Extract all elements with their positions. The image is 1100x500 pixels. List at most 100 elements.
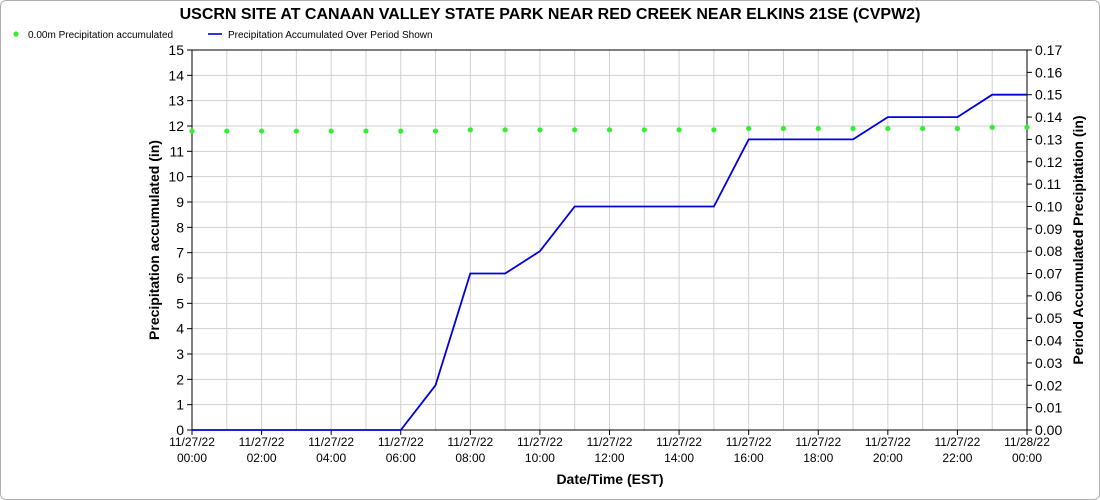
x-tick-label-date: 11/27/22 [795, 435, 841, 449]
y-right-tick-label: 0.06 [1035, 288, 1062, 304]
y-left-tick-label: 13 [168, 93, 184, 109]
y-left-tick-label: 14 [168, 67, 184, 83]
data-point [1024, 124, 1030, 130]
data-point [989, 124, 995, 130]
x-tick-label-time: 00:00 [177, 451, 207, 465]
y-right-tick-label: 0.08 [1035, 243, 1062, 259]
y-left-tick-label: 10 [168, 169, 184, 185]
y-left-tick-label: 5 [176, 295, 184, 311]
x-tick-label-time: 20:00 [873, 451, 903, 465]
y-right-tick-label: 0.09 [1035, 221, 1062, 237]
legend: 0.00m Precipitation accumulated Precipit… [13, 30, 433, 41]
series-period-line [192, 93, 1027, 431]
x-tick-label-time: 08:00 [455, 451, 485, 465]
x-tick-label-time: 14:00 [664, 451, 694, 465]
y-right-tick-label: 0.12 [1035, 154, 1062, 170]
y-axis-right-label: Period Accumulated Precipitation (in) [1070, 115, 1086, 364]
data-point [850, 125, 856, 132]
data-point [780, 125, 787, 132]
data-point [398, 128, 404, 134]
y-left-tick-label: 9 [176, 194, 184, 210]
y-left-tick-label: 7 [176, 245, 184, 261]
x-tick-label-date: 11/27/22 [239, 435, 285, 449]
y-left-tick-label: 3 [176, 346, 184, 362]
data-point [189, 128, 195, 134]
series-precip-accumulated [189, 124, 1030, 134]
x-tick-label-date: 11/28/22 [1004, 435, 1050, 449]
x-tick-label-time: 22:00 [942, 451, 972, 465]
data-point [572, 127, 578, 133]
y-right-tick-label: 0.11 [1035, 176, 1061, 192]
y-left-tick-label: 4 [176, 321, 184, 337]
y-right-tick-label: 0.03 [1035, 355, 1062, 371]
x-tick-label-date: 11/27/22 [865, 435, 911, 449]
data-point [815, 125, 821, 132]
data-point [676, 127, 682, 133]
y-left-tick-label: 11 [169, 143, 184, 159]
y-right-tick-label: 0.07 [1035, 266, 1062, 282]
data-point [885, 125, 891, 132]
x-tick-label-date: 11/27/22 [447, 435, 493, 449]
series-period-accumulated [192, 93, 1027, 431]
x-tick-label-date: 11/27/22 [169, 435, 215, 449]
y-left-tick-label: 15 [168, 42, 184, 58]
x-axis-label: Date/Time (EST) [556, 471, 663, 487]
y-left-tick-label: 8 [176, 219, 184, 235]
x-tick-label-date: 11/27/22 [308, 435, 354, 449]
y-right-tick-label: 0.05 [1035, 310, 1062, 326]
data-point [432, 128, 439, 134]
x-tick-label-time: 00:00 [1012, 451, 1042, 465]
data-point [954, 125, 961, 132]
data-point [920, 125, 926, 132]
y-axis-left-label: Precipitation accumulated (in) [146, 140, 162, 340]
x-tick-label-time: 06:00 [386, 451, 416, 465]
data-point [711, 127, 717, 133]
data-point [363, 128, 369, 134]
chart-title: USCRN SITE AT CANAAN VALLEY STATE PARK N… [180, 6, 921, 23]
legend-label-scatter: 0.00m Precipitation accumulated [28, 30, 173, 41]
y-right-tick-label: 0.01 [1035, 400, 1062, 416]
data-point [502, 127, 508, 133]
x-tick-label-time: 10:00 [525, 451, 555, 465]
x-tick-label-date: 11/27/22 [935, 435, 981, 449]
grid [191, 49, 1028, 431]
data-point [746, 125, 752, 132]
legend-label-line: Precipitation Accumulated Over Period Sh… [228, 30, 433, 41]
y-left-tick-label: 6 [176, 270, 184, 286]
x-axis: 11/27/22 00:00 11/27/22 02:00 11/27/22 04:00 1… [169, 430, 1050, 465]
y-right-tick-label: 0.16 [1035, 64, 1062, 80]
x-tick-label-date: 11/27/22 [587, 435, 633, 449]
data-point [224, 128, 230, 134]
y-left-tick-label: 0 [176, 422, 184, 438]
y-left-tick-label: 2 [176, 371, 184, 387]
legend-marker-scatter [13, 31, 19, 37]
data-point [293, 128, 299, 134]
data-point [537, 127, 543, 133]
x-tick-label-time: 18:00 [803, 451, 833, 465]
y-axis-right: 0.00 0.01 0.02 0.03 0.04 0.05 0.06 0.07 0.08 0.09… [1027, 42, 1062, 438]
data-point [328, 128, 334, 134]
y-right-tick-label: 0.13 [1035, 131, 1062, 147]
data-point [467, 127, 473, 133]
x-tick-label-date: 11/27/22 [726, 435, 772, 449]
x-tick-label-time: 16:00 [734, 451, 764, 465]
y-right-tick-label: 0.10 [1035, 198, 1062, 214]
y-right-tick-label: 0.04 [1035, 333, 1062, 349]
data-point [606, 127, 613, 133]
x-tick-label-time: 04:00 [316, 451, 346, 465]
y-right-tick-label: 0.02 [1035, 377, 1062, 393]
x-tick-label-time: 02:00 [247, 451, 277, 465]
x-tick-label-date: 11/27/22 [656, 435, 702, 449]
y-right-tick-label: 0.17 [1035, 42, 1062, 58]
x-tick-label-date: 11/27/22 [378, 435, 424, 449]
y-left-tick-label: 12 [168, 118, 184, 134]
y-left-tick-label: 1 [176, 397, 184, 413]
x-tick-label-date: 11/27/22 [517, 435, 563, 449]
y-right-tick-label: 0.14 [1035, 109, 1062, 125]
y-right-tick-label: 0.15 [1035, 87, 1062, 103]
x-tick-label-time: 12:00 [594, 451, 624, 465]
y-right-tick-label: 0.00 [1035, 422, 1062, 438]
